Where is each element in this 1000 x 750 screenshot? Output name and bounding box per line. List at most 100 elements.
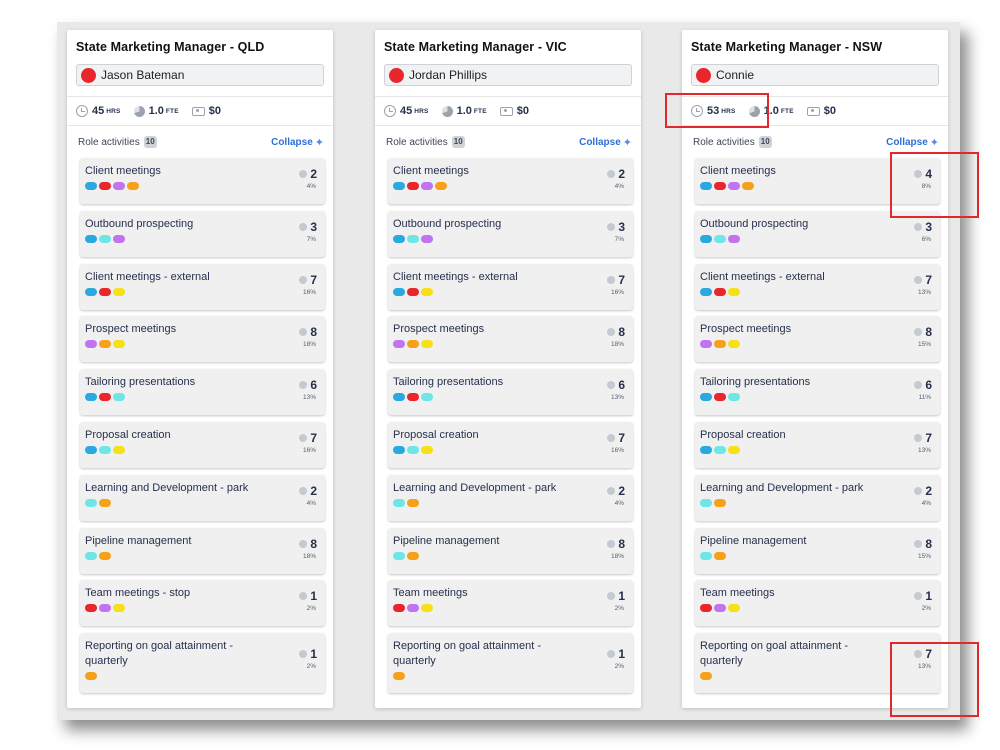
- collapse-button[interactable]: Collapse ✦: [579, 136, 632, 149]
- activity-card[interactable]: Team meetings - stop 1 2%: [80, 580, 325, 627]
- collapse-button[interactable]: Collapse ✦: [886, 136, 939, 149]
- activity-card[interactable]: Pipeline management 8 15%: [695, 527, 940, 574]
- clock-icon: [299, 328, 308, 337]
- activity-title: Learning and Development - park: [700, 481, 864, 494]
- activity-card[interactable]: Tailoring presentations 6 11%: [695, 369, 940, 416]
- collapse-button[interactable]: Collapse ✦: [271, 136, 324, 149]
- activity-card[interactable]: Outbound prospecting 3 6%: [695, 210, 940, 257]
- activity-tags: [85, 287, 317, 296]
- role-activities-header: Role activities 10 Collapse ✦: [375, 126, 641, 158]
- activity-percent: 16%: [302, 288, 316, 296]
- activity-card[interactable]: Client meetings 4 8%: [695, 158, 940, 204]
- activity-hours: 1: [607, 589, 625, 603]
- activity-hours: 7: [607, 273, 625, 287]
- tag-dot-yellow: [421, 340, 433, 349]
- activity-card[interactable]: Proposal creation 7 16%: [80, 421, 325, 468]
- activity-count-badge: 10: [758, 136, 772, 148]
- activity-hours: 2: [607, 484, 625, 498]
- clock-icon: [299, 592, 308, 601]
- clock-icon: [299, 650, 308, 659]
- activity-hours: 7: [914, 431, 932, 445]
- assignee-selector[interactable]: Connie: [691, 64, 939, 86]
- activity-percent: 15%: [917, 341, 931, 349]
- role-column: State Marketing Manager - QLD Jason Batem…: [67, 30, 333, 708]
- activity-title: Tailoring presentations: [393, 376, 504, 389]
- tag-dot-blue: [700, 182, 712, 190]
- hours-stat: 45 HRS: [76, 105, 121, 117]
- activity-hours: 7: [914, 273, 932, 287]
- assignee-selector[interactable]: Jason Bateman: [76, 64, 324, 86]
- activity-percent: 16%: [302, 446, 316, 454]
- activity-card[interactable]: Learning and Development - park 2 4%: [80, 474, 325, 521]
- tag-dot-orange: [407, 340, 419, 349]
- activity-hours: 1: [299, 647, 317, 661]
- activity-card[interactable]: Learning and Development - park 2 4%: [388, 474, 633, 521]
- activity-card[interactable]: Tailoring presentations 6 13%: [80, 369, 325, 416]
- activity-card[interactable]: Learning and Development - park 2 4%: [695, 474, 940, 521]
- clock-icon: [607, 170, 616, 178]
- activity-percent: 8%: [921, 183, 931, 190]
- activity-card[interactable]: Tailoring presentations 6 13%: [388, 369, 633, 416]
- activity-card[interactable]: Outbound prospecting 3 7%: [388, 210, 633, 257]
- activity-hours: 7: [299, 431, 317, 445]
- tag-dot-yellow: [113, 445, 125, 454]
- tag-dot-red: [99, 287, 111, 296]
- tag-dot-yellow: [728, 445, 740, 454]
- tag-dot-purple: [393, 340, 405, 349]
- activity-card[interactable]: Client meetings - external 7 16%: [388, 263, 633, 310]
- activity-title: Outbound prospecting: [700, 217, 809, 230]
- activity-card[interactable]: Prospect meetings 8 18%: [80, 316, 325, 363]
- activity-card[interactable]: Reporting on goal attainment - quarterly…: [388, 633, 633, 694]
- activity-card[interactable]: Proposal creation 7 16%: [388, 421, 633, 468]
- activity-card[interactable]: Outbound prospecting 3 7%: [80, 210, 325, 257]
- activity-tags: [700, 234, 932, 243]
- fte-stat: 1.0 FTE: [441, 105, 487, 117]
- activity-tags: [393, 551, 625, 560]
- activity-card[interactable]: Pipeline management 8 18%: [388, 527, 633, 574]
- activity-title: Client meetings: [700, 165, 776, 177]
- activity-percent: 13%: [610, 394, 624, 402]
- activity-card[interactable]: Pipeline management 8 18%: [80, 527, 325, 574]
- activity-tags: [85, 551, 317, 560]
- activity-hours: 7: [299, 273, 317, 287]
- activity-card[interactable]: Team meetings 1 2%: [695, 580, 940, 627]
- cash-icon: [806, 106, 820, 116]
- activity-card[interactable]: Prospect meetings 8 15%: [695, 316, 940, 363]
- activity-title: Reporting on goal attainment - quarterly: [85, 640, 233, 668]
- activity-card[interactable]: Prospect meetings 8 18%: [388, 316, 633, 363]
- activity-hours: 8: [914, 325, 932, 339]
- tag-dot-teal: [393, 551, 405, 560]
- tag-dot-orange: [127, 182, 139, 190]
- tag-dot-red: [85, 604, 97, 613]
- role-activities-header: Role activities 10 Collapse ✦: [682, 126, 948, 158]
- activity-title: Team meetings: [700, 587, 775, 600]
- clock-icon: [299, 486, 308, 495]
- activity-card[interactable]: Client meetings - external 7 13%: [695, 263, 940, 310]
- sparkle-icon: ✦: [929, 136, 939, 149]
- activity-percent: 11%: [918, 394, 931, 402]
- tag-dot-red: [407, 393, 419, 402]
- pie-icon: [441, 105, 453, 117]
- activity-percent: 2%: [614, 605, 624, 613]
- activity-card[interactable]: Proposal creation 7 13%: [695, 421, 940, 468]
- activity-card[interactable]: Client meetings - external 7 16%: [80, 263, 325, 310]
- column-header: State Marketing Manager - VIC Jordan Phil…: [375, 30, 641, 97]
- clock-icon: [607, 381, 616, 390]
- role-stats: 45 HRS 1.0 FTE $0: [67, 97, 333, 126]
- activity-title: Client meetings: [393, 165, 469, 177]
- tag-dot-blue: [85, 234, 97, 243]
- cost-stat: $0: [499, 105, 529, 117]
- assignee-selector[interactable]: Jordan Phillips: [384, 64, 632, 86]
- tag-dot-teal: [700, 551, 712, 560]
- activity-title: Pipeline management: [85, 534, 192, 547]
- tag-dot-teal: [113, 393, 125, 402]
- activity-card[interactable]: Reporting on goal attainment - quarterly…: [80, 633, 325, 694]
- tag-dot-teal: [85, 551, 97, 560]
- activity-card[interactable]: Team meetings 1 2%: [388, 580, 633, 627]
- fte-stat: 1.0 FTE: [133, 105, 179, 117]
- activity-card[interactable]: Client meetings 2 4%: [80, 158, 325, 204]
- activity-hours: 1: [299, 589, 317, 603]
- clock-icon: [299, 222, 308, 231]
- tag-dot-blue: [700, 393, 712, 402]
- activity-card[interactable]: Client meetings 2 4%: [388, 158, 633, 204]
